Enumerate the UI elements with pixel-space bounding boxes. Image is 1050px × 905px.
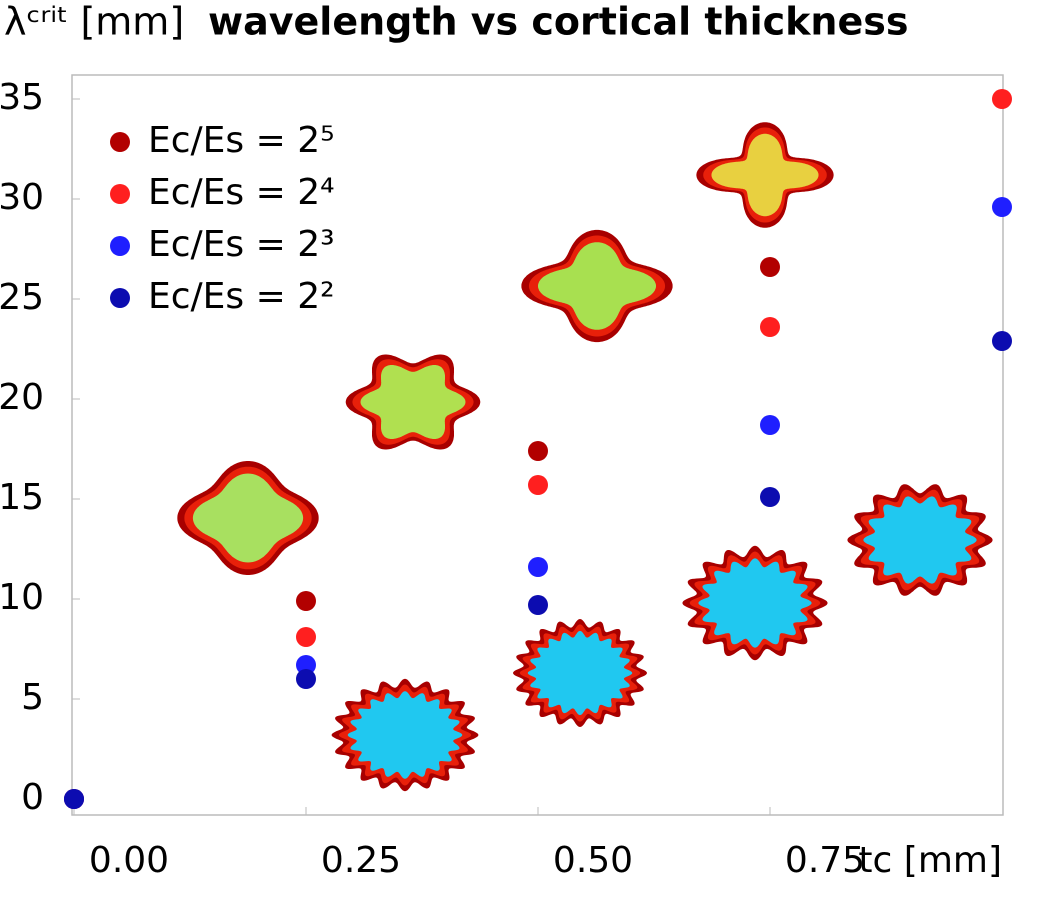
shape-inner	[347, 691, 463, 779]
point	[296, 591, 316, 611]
point	[296, 655, 316, 675]
point	[64, 789, 84, 809]
point	[760, 317, 780, 337]
point	[528, 557, 548, 577]
point	[992, 331, 1012, 351]
point	[296, 669, 316, 689]
legend-marker	[110, 288, 130, 308]
y-tick-label: 25	[0, 277, 44, 318]
y-tick-label: 30	[0, 177, 44, 218]
y-tick-label: 35	[0, 77, 44, 118]
point	[528, 441, 548, 461]
point	[760, 257, 780, 277]
point	[296, 627, 316, 647]
legend-label: Ec/Es = 2⁵	[148, 120, 335, 161]
legend-label: Ec/Es = 2⁴	[148, 172, 335, 213]
shape-inner	[527, 630, 633, 716]
y-tick-label: 15	[0, 477, 44, 518]
legend-marker	[110, 236, 130, 256]
x-tick-label: 0.50	[553, 840, 633, 881]
point	[992, 89, 1012, 109]
point	[760, 415, 780, 435]
y-tick-label: 20	[0, 377, 44, 418]
point	[528, 595, 548, 615]
shape-inner	[538, 242, 656, 330]
point	[528, 475, 548, 495]
shape-inner	[863, 496, 977, 584]
legend-marker	[110, 184, 130, 204]
y-tick-label: 0	[21, 777, 44, 818]
legend-label: Ec/Es = 2³	[148, 224, 335, 265]
shape-inner	[711, 133, 819, 217]
y-axis-label: λᶜʳⁱᵗ [mm]	[4, 0, 184, 44]
shape-inner	[192, 473, 304, 563]
legend-marker	[110, 132, 130, 152]
x-tick-label: 0.75	[785, 840, 865, 881]
point	[760, 487, 780, 507]
legend-label: Ec/Es = 2²	[148, 276, 335, 317]
shape-inner	[360, 365, 466, 439]
y-tick-label: 5	[21, 677, 44, 718]
point	[992, 197, 1012, 217]
x-tick-label: 0.25	[321, 840, 401, 881]
y-tick-label: 10	[0, 577, 44, 618]
chart-title: wavelength vs cortical thickness	[208, 0, 909, 44]
x-axis-label: tc [mm]	[858, 840, 1002, 881]
shape-insets	[177, 122, 993, 792]
shape-inner	[698, 558, 812, 648]
x-tick-label: 0.00	[89, 840, 169, 881]
